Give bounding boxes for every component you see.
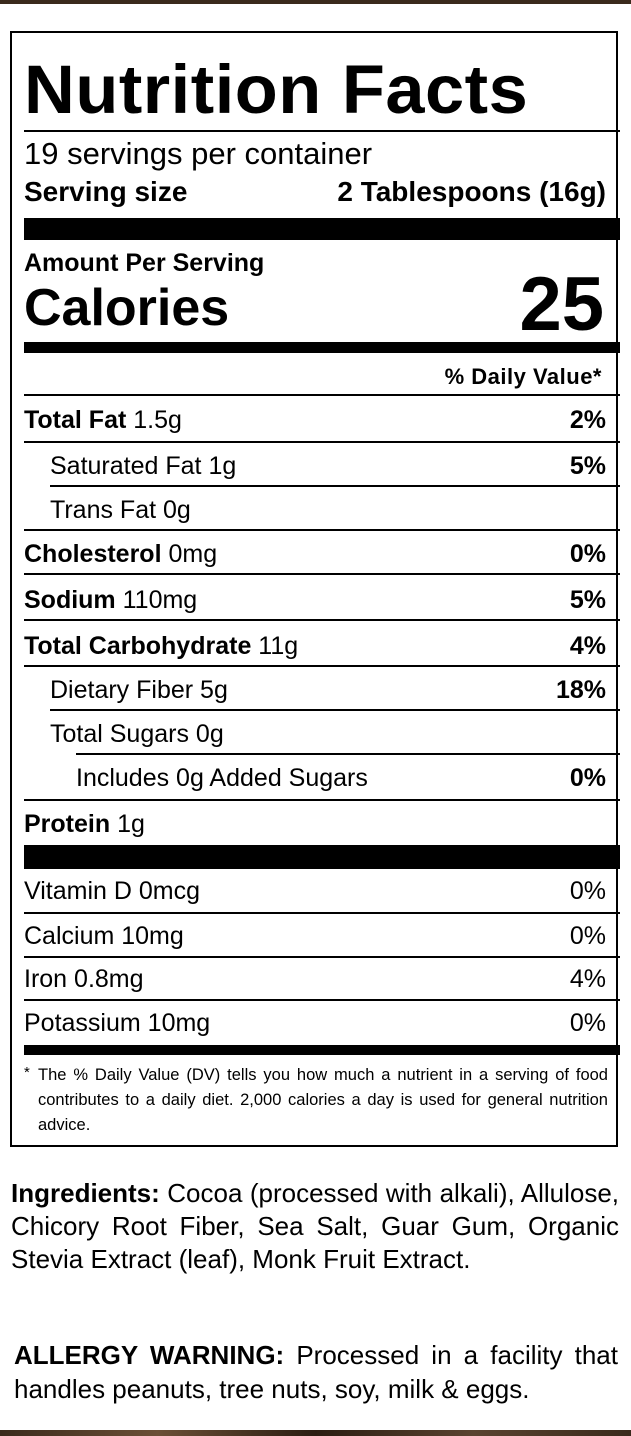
thick-divider: [24, 218, 620, 240]
nutrient-dv: 4%: [569, 632, 606, 660]
calories-label: Calories: [24, 279, 230, 337]
nutrient-name: Saturated Fat: [50, 452, 202, 480]
nutrient-dv: 18%: [555, 676, 606, 704]
nutrient-amount: 1.5g: [133, 406, 182, 434]
nutrient-row-sodium: Sodium 110mg 5%: [24, 585, 606, 615]
nutrient-amount: 0g: [195, 720, 224, 748]
vitamin-dv: 4%: [569, 965, 606, 993]
vitamin-row-vitamin-d: Vitamin D 0mcg 0%: [24, 876, 606, 906]
nutrient-row-trans-fat: Trans Fat 0g: [24, 495, 606, 525]
nutrient-amount: 110mg: [122, 586, 198, 614]
vitamin-row-calcium: Calcium 10mg 0%: [24, 921, 606, 951]
divider: [24, 799, 620, 801]
divider: [76, 753, 620, 755]
nutrient-amount: 1g: [117, 810, 145, 838]
vitamin-amount: 10mg: [121, 922, 184, 950]
divider: [24, 999, 620, 1001]
vitamin-row-potassium: Potassium 10mg 0%: [24, 1008, 606, 1038]
calories-value: 25: [519, 262, 604, 347]
vitamin-amount: 10mg: [147, 1009, 211, 1037]
divider: [24, 394, 620, 396]
nutrient-name: Trans Fat: [50, 496, 157, 524]
ingredients-text: Cocoa (processed with alkali), Allulose,…: [11, 1178, 619, 1274]
allergy-label: ALLERGY WARNING:: [14, 1340, 285, 1370]
servings-per-container: 19 servings per container: [24, 136, 373, 171]
nutrient-amount: 5g: [200, 676, 228, 704]
nutrient-name: Includes 0g Added Sugars: [76, 764, 368, 792]
nutrition-facts-panel: Nutrition Facts 19 servings per containe…: [10, 31, 620, 1147]
nutrient-dv: 5%: [569, 586, 606, 614]
serving-size-value: 2 Tablespoons (16g): [337, 176, 606, 207]
divider: [24, 665, 620, 667]
divider: [50, 485, 620, 487]
nutrient-dv: 0%: [569, 540, 606, 568]
nutrient-row-added-sugars: Includes 0g Added Sugars 0%: [24, 763, 606, 793]
divider: [24, 912, 620, 914]
amount-per-serving: Amount Per Serving: [24, 249, 265, 277]
thick-divider: [24, 845, 620, 869]
vitamin-amount: 0mcg: [138, 877, 201, 905]
nutrient-dv: 0%: [569, 764, 606, 792]
nutrient-dv: 5%: [569, 452, 606, 480]
vitamin-name: Vitamin D: [24, 877, 132, 905]
divider: [24, 441, 620, 443]
ingredients-label: Ingredients:: [11, 1178, 160, 1208]
divider: [24, 130, 620, 132]
vitamin-dv: 0%: [569, 1009, 606, 1037]
vitamin-name: Potassium: [24, 1009, 141, 1037]
nutrient-amount: 1g: [208, 452, 237, 480]
nutrient-name: Total Fat: [24, 406, 127, 434]
top-border-band: [0, 0, 631, 4]
serving-size-label: Serving size: [24, 176, 188, 207]
nutrient-amount: 0g: [163, 496, 191, 524]
bottom-border-band: [0, 1430, 631, 1436]
nutrient-amount: 0mg: [168, 540, 218, 568]
vitamin-dv: 0%: [569, 877, 606, 905]
nutrient-name: Total Carbohydrate: [24, 632, 252, 660]
allergy-text: Processed in a facility that handles pea…: [14, 1340, 618, 1404]
daily-value-footnote: * The % Daily Value (DV) tells you how m…: [24, 1063, 608, 1138]
divider: [50, 709, 620, 711]
vitamin-name: Iron: [24, 965, 68, 993]
nutrient-dv: 2%: [569, 406, 606, 434]
divider: [24, 573, 620, 575]
vitamin-row-iron: Iron 0.8mg 4%: [24, 964, 606, 994]
vitamin-name: Calcium: [24, 922, 115, 950]
nutrient-amount: 11g: [258, 632, 299, 660]
divider: [24, 619, 620, 621]
medium-divider: [24, 342, 620, 353]
nutrient-row-protein: Protein 1g: [24, 809, 606, 839]
daily-value-header: % Daily Value*: [444, 364, 602, 389]
nutrient-name: Sodium: [24, 586, 116, 614]
nutrient-row-cholesterol: Cholesterol 0mg 0%: [24, 539, 606, 569]
nutrient-name: Dietary Fiber: [50, 676, 194, 704]
nutrient-row-dietary-fiber: Dietary Fiber 5g 18%: [24, 675, 606, 705]
vitamin-dv: 0%: [569, 922, 606, 950]
medium-divider: [24, 1045, 620, 1055]
vitamin-amount: 0.8mg: [74, 965, 144, 993]
ingredients-section: Ingredients: Cocoa (processed with alkal…: [11, 1177, 619, 1276]
divider: [24, 956, 620, 958]
nutrient-row-total-fat: Total Fat 1.5g 2%: [24, 405, 606, 435]
nutrient-name: Cholesterol: [24, 540, 162, 568]
footnote-text: The % Daily Value (DV) tells you how muc…: [38, 1066, 608, 1134]
divider: [24, 529, 620, 531]
allergy-warning-section: ALLERGY WARNING: Processed in a facility…: [14, 1338, 618, 1406]
nutrient-name: Protein: [24, 810, 111, 838]
nutrient-row-total-sugars: Total Sugars 0g: [24, 719, 606, 749]
nutrition-facts-title: Nutrition Facts: [24, 51, 529, 128]
nutrient-name: Total Sugars: [50, 720, 189, 748]
nutrient-row-total-carbohydrate: Total Carbohydrate 11g 4%: [24, 631, 606, 661]
serving-size: Serving size 2 Tablespoons (16g): [24, 178, 606, 206]
footnote-asterisk: *: [24, 1064, 30, 1081]
nutrient-row-saturated-fat: Saturated Fat 1g 5%: [24, 451, 606, 481]
